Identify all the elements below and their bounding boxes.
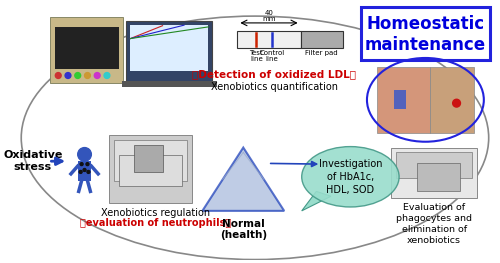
Text: Filter pad: Filter pad [306, 50, 338, 56]
Text: Homeostatic
maintenance: Homeostatic maintenance [365, 15, 486, 54]
Ellipse shape [302, 146, 399, 207]
Bar [430, 67, 474, 133]
Polygon shape [302, 191, 331, 211]
Circle shape [80, 163, 83, 166]
Bar [109, 135, 192, 203]
Bar [394, 90, 406, 109]
Text: Xenobiotics regulation: Xenobiotics regulation [101, 208, 210, 218]
Circle shape [104, 73, 110, 78]
Bar [50, 17, 124, 83]
Polygon shape [202, 148, 284, 211]
Bar [126, 21, 212, 84]
Text: Test
line: Test line [250, 50, 263, 62]
Bar [392, 148, 477, 198]
Circle shape [452, 99, 460, 107]
Circle shape [78, 148, 92, 161]
Bar [238, 31, 300, 48]
Bar [118, 155, 182, 186]
Text: 【evaluation of neutrophils】: 【evaluation of neutrophils】 [80, 218, 232, 228]
Bar [122, 81, 217, 87]
Text: Investigation
of HbA1c,
HDL, SOD: Investigation of HbA1c, HDL, SOD [318, 159, 382, 195]
Circle shape [56, 73, 61, 78]
Text: Normal
(health): Normal (health) [220, 219, 267, 240]
Bar [78, 161, 92, 181]
Bar [396, 153, 472, 178]
Bar [417, 163, 460, 191]
Circle shape [75, 73, 80, 78]
Circle shape [79, 170, 82, 173]
Bar [134, 145, 162, 172]
Bar [56, 27, 118, 69]
Text: Oxidative
stress: Oxidative stress [3, 150, 62, 172]
Bar [376, 67, 430, 133]
Text: Xenobiotics quantification: Xenobiotics quantification [211, 82, 338, 92]
Circle shape [65, 73, 71, 78]
Bar [114, 140, 187, 181]
Circle shape [87, 170, 90, 173]
Circle shape [86, 163, 89, 166]
Text: 【Detection of oxidized LDL】: 【Detection of oxidized LDL】 [192, 70, 356, 80]
Text: Evaluation of
phagocytes and
elimination of
xenobiotics: Evaluation of phagocytes and elimination… [396, 203, 472, 245]
Circle shape [94, 73, 100, 78]
FancyBboxPatch shape [361, 7, 490, 60]
Text: Control
line: Control line [260, 50, 285, 62]
Text: 40
mm: 40 mm [262, 11, 276, 22]
Circle shape [83, 169, 86, 171]
Bar [130, 25, 208, 71]
Circle shape [84, 73, 90, 78]
Bar [300, 31, 343, 48]
